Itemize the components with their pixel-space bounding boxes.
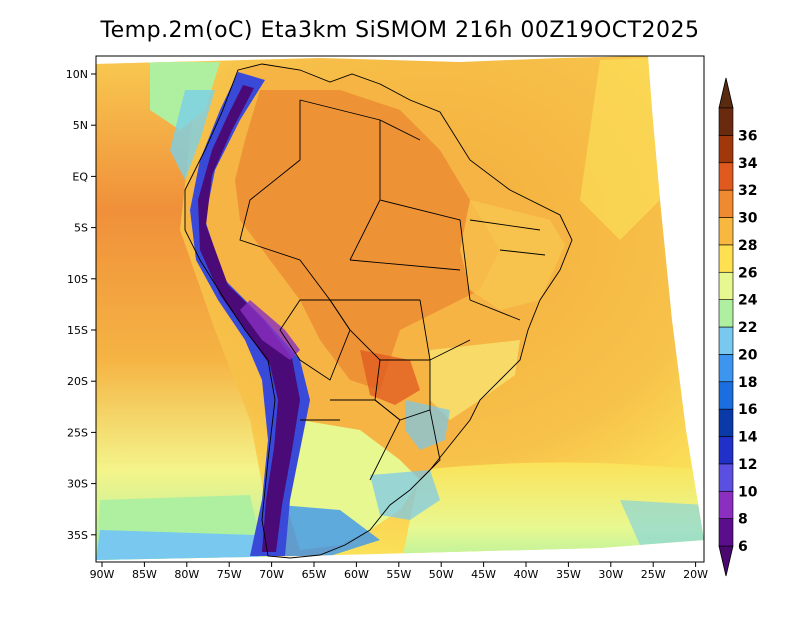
serra-cool — [405, 400, 450, 450]
lon-tick-label: 30W — [598, 568, 623, 581]
lon-tick-label: 90W — [90, 568, 115, 581]
colorbar-label: 6 — [738, 539, 748, 555]
colorbar-label: 20 — [738, 347, 758, 363]
southeast-mild — [430, 340, 520, 420]
colorbar-swatch — [718, 135, 734, 164]
south-atlantic-coast-cool — [620, 500, 704, 545]
lon-tick-label: 75W — [217, 568, 242, 581]
lat-tick-label: 10S — [67, 273, 88, 286]
colorbar-swatch — [718, 490, 734, 519]
lon-tick-label: 25W — [641, 568, 666, 581]
lat-tick-label: 25S — [67, 426, 88, 439]
patagonia-cold — [270, 505, 380, 556]
boundaries — [184, 63, 573, 559]
colorbar-swatch — [718, 244, 734, 273]
lon-tick-label: 35W — [556, 568, 581, 581]
colorbar-label: 16 — [738, 402, 757, 418]
andes-mixed-elevation — [240, 300, 300, 360]
temperature-field — [96, 56, 704, 560]
colorbar-swatch — [718, 408, 734, 437]
lon-tick-label: 85W — [132, 568, 157, 581]
colorbar-label: 24 — [738, 293, 758, 309]
colorbar-swatch — [718, 271, 734, 300]
colorbar-swatch — [718, 189, 734, 218]
colorbar-label: 28 — [738, 238, 757, 254]
colorbar-swatch — [718, 217, 734, 246]
longitude-axis: 90W 85W 80W 75W 70W 65W 60W 55W 50W 45W 40W 35W 30W 2… — [90, 562, 708, 581]
pacific-coastal-cool — [170, 90, 215, 180]
east-atlantic-warm — [580, 58, 660, 240]
bolivia-border — [279, 299, 351, 381]
plot-frame — [95, 55, 705, 563]
colorbar-swatch — [718, 354, 734, 383]
south-atlantic-cool — [400, 462, 704, 560]
pacific-ocean — [96, 60, 270, 560]
state-borders — [330, 120, 546, 410]
map-title: Temp.2m(oC) Eta3km SiSMOM 216h 00Z19OCT2… — [100, 18, 700, 43]
coastline — [184, 63, 573, 559]
pacific-far-south — [96, 530, 260, 560]
lat-tick-label: 20S — [67, 375, 88, 388]
lon-tick-label: 20W — [683, 568, 708, 581]
lat-tick-label: 15S — [67, 324, 88, 337]
lon-tick-label: 45W — [471, 568, 496, 581]
lon-tick-label: 70W — [259, 568, 284, 581]
colorbar-label: 18 — [738, 375, 757, 391]
colorbar-label: 36 — [738, 128, 757, 144]
lon-tick-label: 55W — [386, 568, 411, 581]
lon-tick-label: 40W — [514, 568, 539, 581]
lat-tick-label: 10N — [66, 68, 88, 81]
lon-tick-label: 80W — [174, 568, 199, 581]
lon-tick-label: 65W — [302, 568, 327, 581]
colorbar-label: 22 — [738, 320, 757, 336]
amazon-hot-region — [235, 90, 500, 390]
colorbar-swatch — [718, 436, 734, 465]
colorbar-label: 30 — [738, 211, 758, 227]
argentina-border — [300, 399, 401, 481]
lon-tick-label: 60W — [344, 568, 369, 581]
colorbar-swatch — [718, 326, 734, 355]
colorbar-label: 32 — [738, 183, 757, 199]
lat-tick-label: EQ — [72, 170, 88, 183]
lat-tick-label: 5S — [74, 222, 88, 235]
central-hot-region — [360, 350, 420, 405]
lon-tick-label: 50W — [429, 568, 454, 581]
colorbar-label: 14 — [738, 430, 758, 446]
colorbar-swatch — [718, 463, 734, 492]
colorbar-over-arrow — [718, 77, 734, 109]
northeast-mild — [460, 200, 565, 310]
lat-tick-label: 35S — [67, 529, 88, 542]
colorbar-label: 8 — [738, 512, 748, 528]
colorbar-swatch — [718, 162, 734, 191]
colorbar-swatch — [718, 107, 734, 136]
colorbar-swatch — [718, 299, 734, 328]
lat-tick-label: 30S — [67, 478, 88, 491]
colorbar-label: 12 — [738, 457, 757, 473]
lat-tick-label: 5N — [73, 119, 88, 132]
colorbar-label: 34 — [738, 156, 758, 172]
colorbar-label: 10 — [738, 484, 758, 500]
colorbar-swatch — [718, 518, 734, 547]
colorbar-under-arrow — [718, 545, 734, 577]
latitude-axis: 10N 5N EQ 5S 10S 15S 20S 25S 30S 35S — [66, 68, 96, 542]
colorbar-label: 26 — [738, 265, 757, 281]
colorbar-swatch — [718, 381, 734, 410]
colorbar: 6 8 10 12 14 16 18 20 22 24 26 28 30 32 34 36 — [718, 77, 758, 577]
